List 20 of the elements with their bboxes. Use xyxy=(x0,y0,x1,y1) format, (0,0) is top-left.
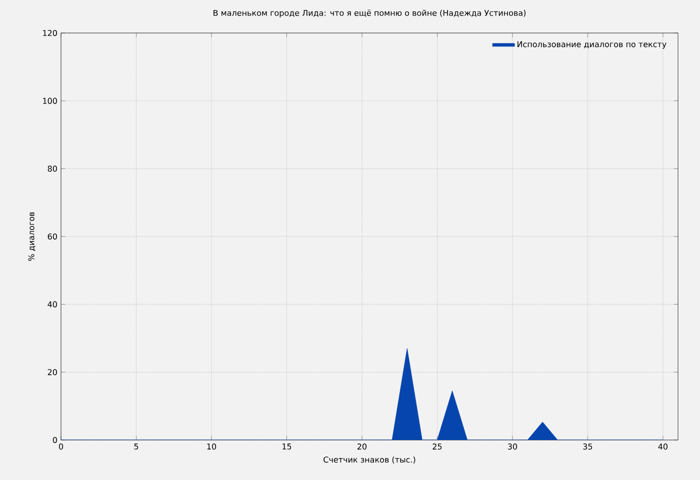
y-tick-label: 0 xyxy=(52,436,57,444)
legend-label: Использование диалогов по тексту xyxy=(518,41,666,49)
y-tick-label: 20 xyxy=(48,369,57,376)
x-tick-label: 0 xyxy=(58,444,64,450)
x-tick-label: 15 xyxy=(282,444,292,450)
x-tick-label: 30 xyxy=(508,444,518,450)
y-tick-label: 100 xyxy=(43,98,57,104)
chart-title: В маленьком городе Лида: что я ещё помню о войне (Надежда Устинова) xyxy=(214,10,526,18)
x-tick-label: 35 xyxy=(583,444,592,450)
y-tick-label: 40 xyxy=(48,301,57,308)
x-axis-title: Счетчик знаков (тыс.) xyxy=(324,456,416,464)
y-tick-label: 80 xyxy=(48,166,57,172)
x-tick-label: 20 xyxy=(357,444,367,450)
x-tick-label: 25 xyxy=(432,444,442,450)
x-tick-label: 5 xyxy=(134,444,138,450)
y-axis-title: % диалогов xyxy=(28,212,36,261)
y-tick-label: 120 xyxy=(43,30,57,36)
x-tick-label: 10 xyxy=(207,444,216,450)
x-tick-label: 40 xyxy=(658,444,668,450)
y-tick-label: 60 xyxy=(48,233,57,240)
